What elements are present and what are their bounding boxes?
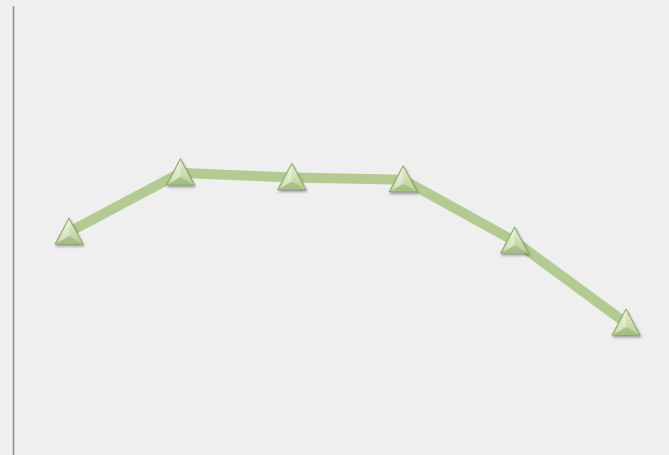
data-point-marker — [388, 165, 418, 193]
marker-highlight — [503, 229, 515, 253]
marker-highlight — [58, 220, 69, 244]
marker-shade — [614, 327, 638, 335]
marker-shade — [391, 183, 416, 191]
marker-shade — [279, 181, 304, 189]
series-line — [66, 167, 629, 328]
data-point-marker — [165, 158, 195, 186]
series-layer — [66, 167, 629, 328]
marker-highlight — [615, 311, 626, 335]
data-point-marker — [277, 162, 307, 190]
marker-shade — [57, 236, 81, 244]
data-point-marker — [500, 226, 530, 254]
marker-highlight — [169, 160, 181, 184]
marker-shade — [168, 176, 193, 184]
data-point-marker — [611, 308, 641, 336]
data-point-marker — [54, 217, 84, 245]
marker-highlight — [392, 167, 404, 191]
marker-shade — [502, 245, 527, 253]
marker-highlight — [280, 165, 292, 189]
marker-layer — [54, 158, 641, 336]
